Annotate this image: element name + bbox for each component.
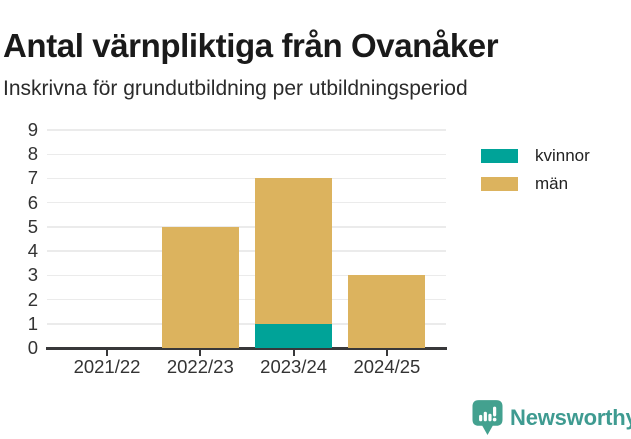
x-tick-label: 2024/25 xyxy=(353,356,421,377)
brand-name: Newsworthy xyxy=(510,405,631,430)
newsworthy-logo-icon xyxy=(472,400,503,435)
legend-label: män xyxy=(535,174,569,193)
x-tick-label: 2023/24 xyxy=(260,356,328,377)
y-tick-label: 7 xyxy=(27,167,38,189)
gridline xyxy=(47,250,446,252)
y-tick-label: 3 xyxy=(27,264,38,286)
legend-item: män xyxy=(481,170,590,198)
y-tick-label: 4 xyxy=(27,240,38,262)
chart-title: Antal värnpliktiga från Ovanåker xyxy=(3,27,499,65)
legend-label: kvinnor xyxy=(535,146,590,165)
bar-segment-män xyxy=(255,178,333,324)
gridline xyxy=(47,323,446,325)
y-tick-label: 1 xyxy=(27,312,38,334)
y-tick-label: 5 xyxy=(27,215,38,237)
gridline xyxy=(47,274,446,277)
gridline xyxy=(47,177,446,180)
x-axis-line xyxy=(46,347,447,350)
x-tick xyxy=(199,349,202,356)
gridline xyxy=(47,201,446,204)
bar-segment-kvinnor xyxy=(255,323,333,348)
chart-subtitle: Inskrivna för grundutbildning per utbild… xyxy=(3,77,468,100)
gridline xyxy=(47,298,446,301)
y-tick-label: 0 xyxy=(27,337,38,358)
y-tick-label: 6 xyxy=(27,191,38,213)
x-tick-label: 2022/23 xyxy=(166,356,234,377)
bar-segment-män xyxy=(161,226,239,348)
legend: kvinnor män xyxy=(481,142,590,198)
legend-swatch xyxy=(481,149,518,163)
x-tick-label: 2021/22 xyxy=(73,356,141,377)
newsworthy-brand-link[interactable]: Newsworthy xyxy=(472,399,631,437)
gridline xyxy=(47,226,446,228)
legend-item: kvinnor xyxy=(481,142,590,170)
gridline xyxy=(47,129,446,131)
y-tick-label: 8 xyxy=(27,143,38,165)
y-tick-label: 2 xyxy=(27,288,38,310)
legend-swatch xyxy=(481,177,518,191)
gridline xyxy=(47,153,446,156)
x-tick xyxy=(105,349,109,356)
x-tick xyxy=(292,349,295,356)
bar-segment-män xyxy=(348,275,426,348)
x-tick xyxy=(385,349,388,356)
y-tick-label: 9 xyxy=(27,119,38,140)
